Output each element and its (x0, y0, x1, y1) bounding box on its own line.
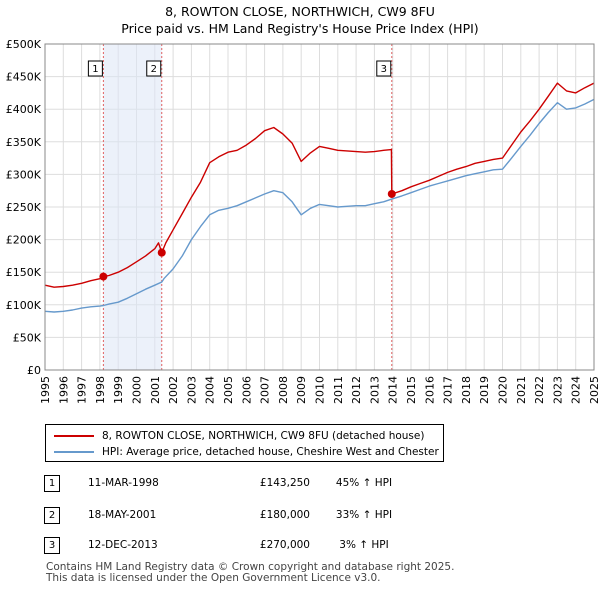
x-tick-label: 2024 (570, 376, 583, 404)
transaction-price: £143,250 (259, 477, 310, 489)
x-tick-label: 1996 (57, 376, 70, 404)
x-tick-label: 1997 (76, 376, 89, 404)
footer-licence: This data is licensed under the Open Gov… (46, 572, 381, 584)
transaction-number: 2 (44, 507, 60, 524)
y-tick-label: £300K (6, 168, 42, 181)
x-tick-label: 2006 (240, 376, 253, 404)
x-tick-label: 2016 (423, 376, 436, 404)
legend-label-property: 8, ROWTON CLOSE, NORTHWICH, CW9 8FU (det… (102, 430, 425, 442)
x-tick-label: 2020 (497, 376, 510, 404)
hpi-line (44, 98, 595, 313)
transaction-hpi: 45% ↑ HPI (335, 477, 393, 489)
marker-label-box (146, 60, 162, 77)
x-tick-label: 2007 (259, 376, 272, 404)
x-tick-label: 1998 (94, 376, 107, 404)
chart-subtitle: Price paid vs. HM Land Registry's House … (121, 21, 479, 36)
x-tick-label: 2008 (277, 376, 290, 404)
series-lines (44, 82, 595, 313)
x-tick-label: 2000 (131, 376, 144, 404)
marker-label-box (87, 60, 103, 77)
x-tick-label: 2023 (551, 376, 564, 404)
transaction-date: 18-MAY-2001 (88, 509, 157, 521)
y-tick-label: £400K (6, 103, 42, 116)
x-tick-label: 1995 (39, 376, 52, 404)
x-tick-label: 2011 (332, 376, 345, 404)
x-tick-label: 2013 (368, 376, 381, 404)
sale-points (99, 189, 396, 281)
marker-label: 2 (151, 64, 157, 75)
marker-label: 1 (92, 64, 98, 75)
y-tick-label: £450K (6, 71, 42, 84)
legend-item-property: 8, ROWTON CLOSE, NORTHWICH, CW9 8FU (det… (54, 430, 424, 442)
footer-copyright: Contains HM Land Registry data © Crown c… (46, 561, 455, 573)
y-tick-label: £500K (6, 38, 42, 51)
x-tick-label: 2018 (460, 376, 473, 404)
marker-labels: 1 2 3 (87, 60, 392, 77)
shaded-regions (103, 44, 162, 370)
y-tick-label: £350K (6, 136, 42, 149)
y-tick-label: £50K (13, 331, 42, 344)
chart-title: 8, ROWTON CLOSE, NORTHWICH, CW9 8FU (165, 4, 435, 19)
sale-point (387, 189, 396, 198)
x-tick-label: 2025 (588, 376, 600, 404)
x-tick-label: 2012 (350, 376, 363, 404)
transaction-number: 1 (44, 475, 60, 492)
axes: £0 £50K £100K £150K £200K £250K £300K £350K £400… (6, 38, 600, 404)
y-tick-label: £100K (6, 299, 42, 312)
plot-border (44, 43, 595, 371)
transaction-hpi: 33% ↑ HPI (335, 509, 393, 521)
x-tick-label: 2010 (314, 376, 327, 404)
legend: 8, ROWTON CLOSE, NORTHWICH, CW9 8FU (det… (45, 424, 444, 462)
legend-swatch-property (54, 435, 94, 437)
transaction-hpi: 3% ↑ HPI (339, 539, 389, 551)
transaction-number: 3 (44, 537, 60, 554)
y-tick-label: £0 (27, 364, 41, 377)
legend-label-hpi: HPI: Average price, detached house, Ches… (102, 446, 439, 458)
y-tick-label: £200K (6, 234, 42, 247)
x-tick-label: 2015 (405, 376, 418, 404)
y-tick-label: £150K (6, 266, 42, 279)
sale-point (99, 272, 108, 281)
transaction-price: £270,000 (259, 539, 310, 551)
x-tick-label: 2005 (222, 376, 235, 404)
x-tick-label: 2001 (149, 376, 162, 404)
x-tick-label: 2022 (533, 376, 546, 404)
x-tick-label: 2014 (387, 376, 400, 404)
x-tick-label: 2004 (204, 376, 217, 404)
transaction-date: 12-DEC-2013 (88, 539, 158, 551)
legend-swatch-hpi (54, 451, 94, 453)
x-tick-label: 2003 (185, 376, 198, 404)
transaction-price: £180,000 (259, 509, 310, 521)
x-tick-label: 2017 (442, 376, 455, 404)
x-tick-label: 2019 (478, 376, 491, 404)
marker-label-box (376, 60, 392, 77)
shaded-period (103, 44, 162, 370)
legend-item-hpi: HPI: Average price, detached house, Ches… (54, 446, 439, 458)
sale-point (157, 248, 166, 257)
y-tick-label: £250K (6, 201, 42, 214)
x-tick-label: 2009 (295, 376, 308, 404)
transaction-date: 11-MAR-1998 (88, 477, 159, 489)
x-tick-label: 1999 (112, 376, 125, 404)
x-tick-label: 2021 (515, 376, 528, 404)
x-tick-label: 2002 (167, 376, 180, 404)
property-price-line (44, 82, 595, 288)
chart-area: 1 2 3 £0 £50K £100K £150K £200K £250K £300K £350K… (6, 38, 600, 404)
marker-label: 3 (381, 64, 387, 75)
